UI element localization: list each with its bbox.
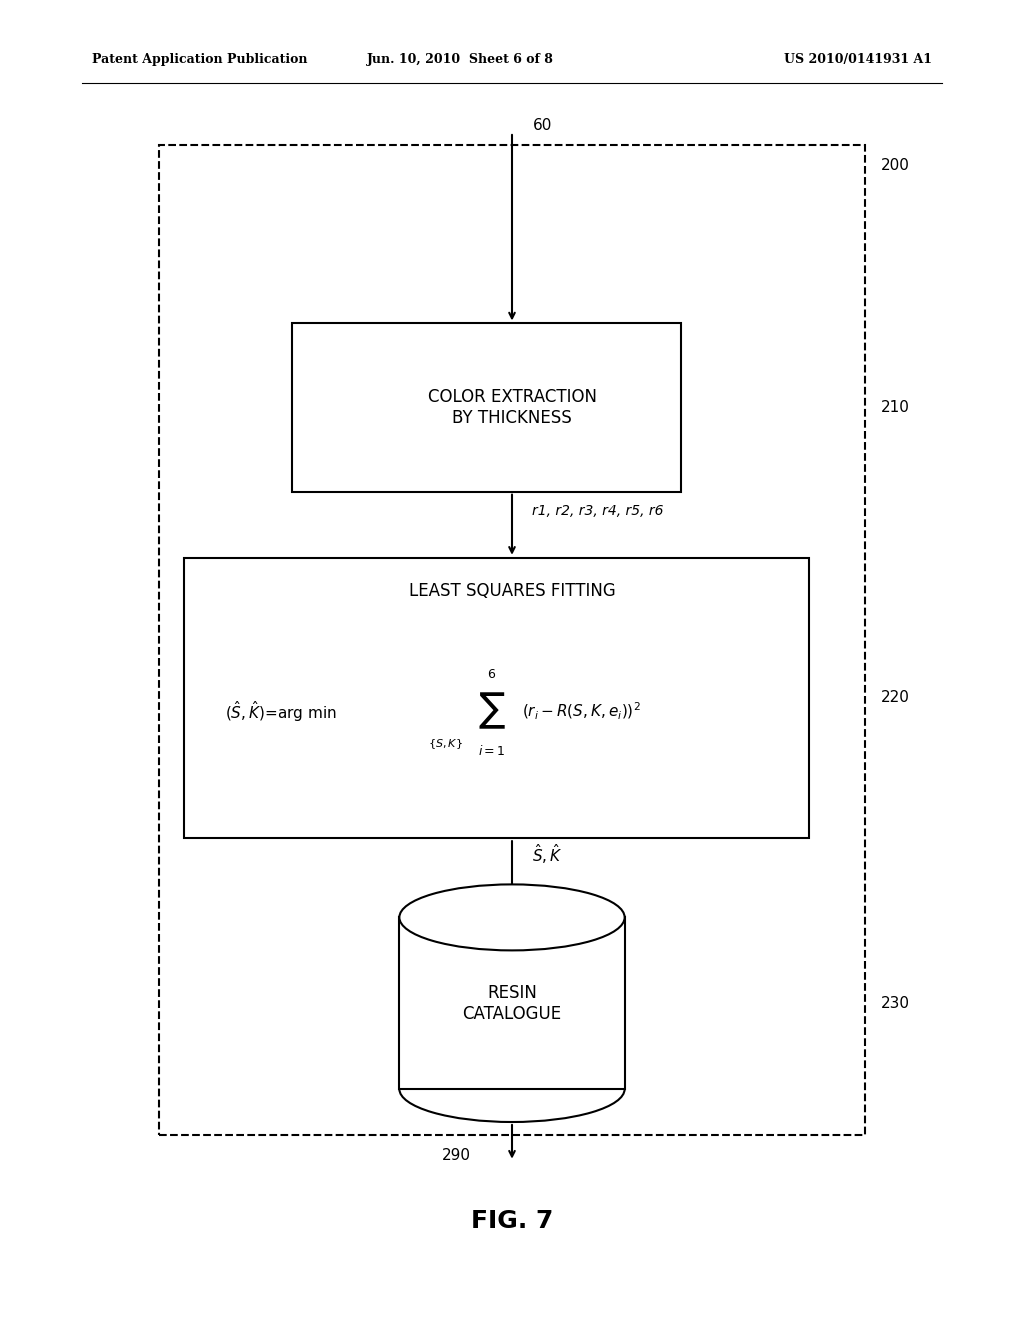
Text: Jun. 10, 2010  Sheet 6 of 8: Jun. 10, 2010 Sheet 6 of 8 <box>368 53 554 66</box>
Text: 200: 200 <box>881 158 909 173</box>
FancyBboxPatch shape <box>184 557 809 838</box>
Text: $\{S,K\}$: $\{S,K\}$ <box>428 738 463 751</box>
Text: 210: 210 <box>881 400 909 414</box>
Text: COLOR EXTRACTION
BY THICKNESS: COLOR EXTRACTION BY THICKNESS <box>427 388 597 426</box>
FancyBboxPatch shape <box>292 323 681 491</box>
Text: Patent Application Publication: Patent Application Publication <box>92 53 307 66</box>
Text: r1, r2, r3, r4, r5, r6: r1, r2, r3, r4, r5, r6 <box>532 504 664 519</box>
Text: $(r_i - R(S,K,e_i))^2$: $(r_i - R(S,K,e_i))^2$ <box>522 701 641 722</box>
Text: 230: 230 <box>881 995 909 1011</box>
Text: 60: 60 <box>532 117 552 133</box>
Text: US 2010/0141931 A1: US 2010/0141931 A1 <box>783 53 932 66</box>
Text: 220: 220 <box>881 690 909 705</box>
Text: 290: 290 <box>442 1147 471 1163</box>
Text: $(\hat{S},\hat{K})$=arg min: $(\hat{S},\hat{K})$=arg min <box>225 698 337 723</box>
Text: $i=1$: $i=1$ <box>478 743 505 758</box>
Text: RESIN
CATALOGUE: RESIN CATALOGUE <box>463 983 561 1023</box>
FancyBboxPatch shape <box>399 917 625 1089</box>
Text: $6$: $6$ <box>487 668 496 681</box>
Text: $\sum$: $\sum$ <box>477 690 506 731</box>
Text: $\hat{S},\hat{K}$: $\hat{S},\hat{K}$ <box>532 842 563 866</box>
Ellipse shape <box>399 884 625 950</box>
Text: FIG. 7: FIG. 7 <box>471 1209 553 1233</box>
Text: LEAST SQUARES FITTING: LEAST SQUARES FITTING <box>409 582 615 599</box>
